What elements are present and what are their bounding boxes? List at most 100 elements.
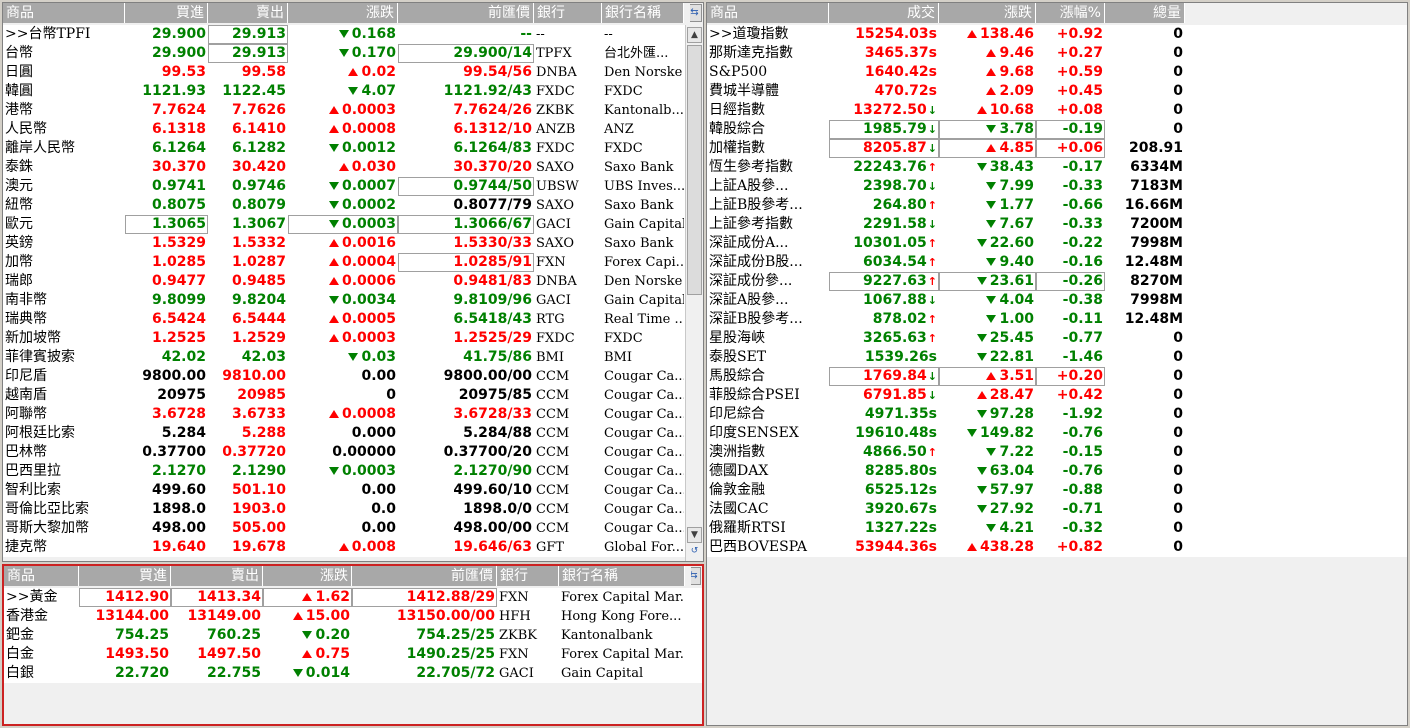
quote-row[interactable]: 韓圓 1121.93 1122.45 4.07 1121.92/43 FXDC FXDC: [3, 82, 703, 101]
quote-row[interactable]: 哥斯大黎加幣 498.00 505.00 0.00 498.00/00 CCM Cougar…: [3, 519, 703, 538]
column-header-volume[interactable]: 總量: [1105, 3, 1185, 23]
quote-row[interactable]: 新加坡幣 1.2525 1.2529 0.0003 1.2525/29 FXDC FXDC: [3, 329, 703, 348]
index-row[interactable]: 法國CAC 3920.67s 27.92 -0.71 0: [707, 500, 1407, 519]
fx-value-name: 港幣: [5, 102, 33, 118]
column-header-bid[interactable]: 買進: [79, 566, 171, 586]
quote-row[interactable]: 台幣 29.900 29.913 0.170 29.900/14 TPFX 台北外匯...: [3, 44, 703, 63]
quote-row[interactable]: >>台幣TPFI 29.900 29.913 0.168 -- -- --: [3, 25, 703, 44]
quote-row[interactable]: 哥倫比亞比索 1898.0 1903.0 0.0 1898.0/0 CCM Cougar C…: [3, 500, 703, 519]
quote-row[interactable]: 菲律賓披索 42.02 42.03 0.03 41.75/86 BMI BMI: [3, 348, 703, 367]
fx-cell-name: 紐幣: [3, 196, 125, 215]
fx-cell-chg: 0.0016: [288, 234, 398, 253]
idx-value-pct: -0.22: [1062, 235, 1103, 251]
quote-row[interactable]: 瑞郎 0.9477 0.9485 0.0006 0.9481/83 DNBA Den Nor…: [3, 272, 703, 291]
quote-row[interactable]: 澳元 0.9741 0.9746 0.0007 0.9744/50 UBSW UBS Inv…: [3, 177, 703, 196]
quote-row[interactable]: 捷克幣 19.640 19.678 0.008 19.646/63 GFT Global F…: [3, 538, 703, 557]
index-row[interactable]: 韓股綜合 1985.79↓ 3.78 -0.19 0: [707, 120, 1407, 139]
index-row[interactable]: 印尼綜合 4971.35s 97.28 -1.92 0: [707, 405, 1407, 424]
quote-row[interactable]: 紐幣 0.8075 0.8079 0.0002 0.8077/79 SAXO Saxo Ba…: [3, 196, 703, 215]
fx-cell-name: 新加坡幣: [3, 329, 125, 348]
index-row[interactable]: 澳洲指數 4866.50↑ 7.22 -0.15 0: [707, 443, 1407, 462]
column-header-ask[interactable]: 賣出: [171, 566, 263, 586]
quote-row[interactable]: 越南盾 20975 20985 0 20975/85 CCM Cougar Ca...: [3, 386, 703, 405]
quote-row[interactable]: 離岸人民幣 6.1264 6.1282 0.0012 6.1264/83 FXDC FXDC: [3, 139, 703, 158]
scroll-down-button[interactable]: ▼: [687, 527, 702, 543]
scroll-up-button[interactable]: ▲: [687, 27, 702, 43]
fx-value-chg: 0.0016: [341, 235, 396, 251]
index-row[interactable]: 俄羅斯RTSI 1327.22s 4.21 -0.32 0: [707, 519, 1407, 538]
quote-row[interactable]: 人民幣 6.1318 6.1410 0.0008 6.1312/10 ANZB ANZ: [3, 120, 703, 139]
quote-row[interactable]: 加幣 1.0285 1.0287 0.0004 1.0285/91 FXN Forex Ca…: [3, 253, 703, 272]
index-row[interactable]: 馬股綜合 1769.84↓ 3.51 +0.20 0: [707, 367, 1407, 386]
index-row[interactable]: 巴西BOVESPA 53944.36s 438.28 +0.82 0: [707, 538, 1407, 557]
quote-row[interactable]: 鈀金 754.25 760.25 0.20 754.25/25 ZKBK Kantonalb…: [4, 626, 702, 645]
quote-row[interactable]: >>黃金 1412.90 1413.34 1.62 1412.88/29 FXN Forex…: [4, 588, 702, 607]
refresh-icon[interactable]: ↺: [690, 546, 699, 556]
index-row[interactable]: 深証B股參考... 878.02↑ 1.00 -0.11 12.48M: [707, 310, 1407, 329]
idx-cell-last: 3920.67s: [829, 500, 939, 519]
index-row[interactable]: 上証A股參... 2398.70↓ 7.99 -0.33 7183M: [707, 177, 1407, 196]
column-header-last[interactable]: 成交: [829, 3, 939, 23]
metal-cell-bank: Forex Capital Mar...: [559, 588, 685, 607]
column-header-ask[interactable]: 賣出: [208, 3, 288, 23]
quote-row[interactable]: 白金 1493.50 1497.50 0.75 1490.25/25 FXN Forex C…: [4, 645, 702, 664]
quote-row[interactable]: 巴林幣 0.37700 0.37720 0.00000 0.37700/20 CCM Cou…: [3, 443, 703, 462]
index-row[interactable]: 上証B股參考... 264.80↑ 1.77 -0.66 16.66M: [707, 196, 1407, 215]
idx-cell-last: 878.02↑: [829, 310, 939, 329]
index-row[interactable]: 印度SENSEX 19610.48s 149.82 -0.76 0: [707, 424, 1407, 443]
index-row[interactable]: 深証成份B股... 6034.54↑ 9.40 -0.16 12.48M: [707, 253, 1407, 272]
idx-value-name: 深証成份A...: [709, 235, 789, 251]
index-row[interactable]: 費城半導體 470.72s 2.09 +0.45 0: [707, 82, 1407, 101]
quote-row[interactable]: 泰銖 30.370 30.420 0.030 30.370/20 SAXO Saxo Ban…: [3, 158, 703, 177]
quote-row[interactable]: 智利比索 499.60 501.10 0.00 499.60/10 CCM Cougar C…: [3, 481, 703, 500]
column-header-prev-rate[interactable]: 前匯價: [398, 3, 534, 23]
column-header-product[interactable]: 商品: [707, 3, 829, 23]
index-row[interactable]: 倫敦金融 6525.12s 57.97 -0.88 0: [707, 481, 1407, 500]
quote-row[interactable]: 香港金 13144.00 13149.00 15.00 13150.00/00 HFH Ho…: [4, 607, 702, 626]
column-header-bank-name[interactable]: 銀行名稱: [602, 3, 684, 23]
index-row[interactable]: 菲股綜合PSEI 6791.85↓ 28.47 +0.42 0: [707, 386, 1407, 405]
metal-value-prev: 1490.25/25: [406, 646, 495, 662]
quote-row[interactable]: 巴西里拉 2.1270 2.1290 0.0003 2.1270/90 CCM Cougar…: [3, 462, 703, 481]
column-header-product[interactable]: 商品: [3, 3, 125, 23]
metal-value-prev: 754.25/25: [416, 627, 495, 643]
idx-cell-pct: -0.76: [1036, 462, 1105, 481]
index-row[interactable]: 深証A股參... 1067.88↓ 4.04 -0.38 7998M: [707, 291, 1407, 310]
column-header-product[interactable]: 商品: [4, 566, 79, 586]
quote-row[interactable]: 白銀 22.720 22.755 0.014 22.705/72 GACI Gain Cap…: [4, 664, 702, 683]
quote-row[interactable]: 瑞典幣 6.5424 6.5444 0.0005 6.5418/43 RTG Real Ti…: [3, 310, 703, 329]
index-row[interactable]: 加權指數 8205.87↓ 4.85 +0.06 208.91: [707, 139, 1407, 158]
index-row[interactable]: 深証成份參... 9227.63↑ 23.61 -0.26 8270M: [707, 272, 1407, 291]
index-row[interactable]: >>道瓊指數 15254.03s 138.46 +0.92 0: [707, 25, 1407, 44]
index-row[interactable]: 星股海峽 3265.63↑ 25.45 -0.77 0: [707, 329, 1407, 348]
quote-row[interactable]: 歐元 1.3065 1.3067 0.0003 1.3066/67 GACI Gain Ca…: [3, 215, 703, 234]
index-row[interactable]: 上証參考指數 2291.58↓ 7.67 -0.33 7200M: [707, 215, 1407, 234]
quote-row[interactable]: 南非幣 9.8099 9.8204 0.0034 9.8109/96 GACI Gain C…: [3, 291, 703, 310]
quote-row[interactable]: 阿根廷比索 5.284 5.288 0.000 5.284/88 CCM Cougar Ca…: [3, 424, 703, 443]
column-header-change[interactable]: 漲跌: [263, 566, 352, 586]
index-row[interactable]: 德國DAX 8285.80s 63.04 -0.76 0: [707, 462, 1407, 481]
column-header-prev-rate[interactable]: 前匯價: [352, 566, 497, 586]
column-header-change[interactable]: 漲跌: [288, 3, 398, 23]
quote-row[interactable]: 印尼盾 9800.00 9810.00 0.00 9800.00/00 CCM Cougar…: [3, 367, 703, 386]
index-row[interactable]: 日經指數 13272.50↓ 10.68 +0.08 0: [707, 101, 1407, 120]
header-filler: [685, 566, 691, 586]
column-header-change-pct[interactable]: 漲幅%: [1036, 3, 1105, 23]
index-row[interactable]: 恆生參考指數 22243.76↑ 38.43 -0.17 6334M: [707, 158, 1407, 177]
quote-row[interactable]: 阿聯幣 3.6728 3.6733 0.0008 3.6728/33 CCM Cougar …: [3, 405, 703, 424]
column-settings-icon[interactable]: ⇆: [687, 4, 702, 22]
column-header-change[interactable]: 漲跌: [939, 3, 1036, 23]
quote-row[interactable]: 日圓 99.53 99.58 0.02 99.54/56 DNBA Den Norske: [3, 63, 703, 82]
index-row[interactable]: 泰股SET 1539.26s 22.81 -1.46 0: [707, 348, 1407, 367]
quote-row[interactable]: 港幣 7.7624 7.7626 0.0003 7.7624/26 ZKBK Kantona…: [3, 101, 703, 120]
column-header-bank[interactable]: 銀行: [497, 566, 559, 586]
column-header-bid[interactable]: 買進: [125, 3, 208, 23]
column-header-bank[interactable]: 銀行: [534, 3, 602, 23]
quote-row[interactable]: 英鎊 1.5329 1.5332 0.0016 1.5330/33 SAXO Saxo Ba…: [3, 234, 703, 253]
column-header-bank-name[interactable]: 銀行名稱: [559, 566, 685, 586]
scroll-thumb[interactable]: [687, 45, 702, 295]
index-row[interactable]: 深証成份A... 10301.05↑ 22.60 -0.22 7998M: [707, 234, 1407, 253]
fx-scrollbar[interactable]: ▲ ▼ ↺: [685, 25, 703, 561]
index-row[interactable]: 那斯達克指數 3465.37s 9.46 +0.27 0: [707, 44, 1407, 63]
index-row[interactable]: S&P500 1640.42s 9.68 +0.59 0: [707, 63, 1407, 82]
